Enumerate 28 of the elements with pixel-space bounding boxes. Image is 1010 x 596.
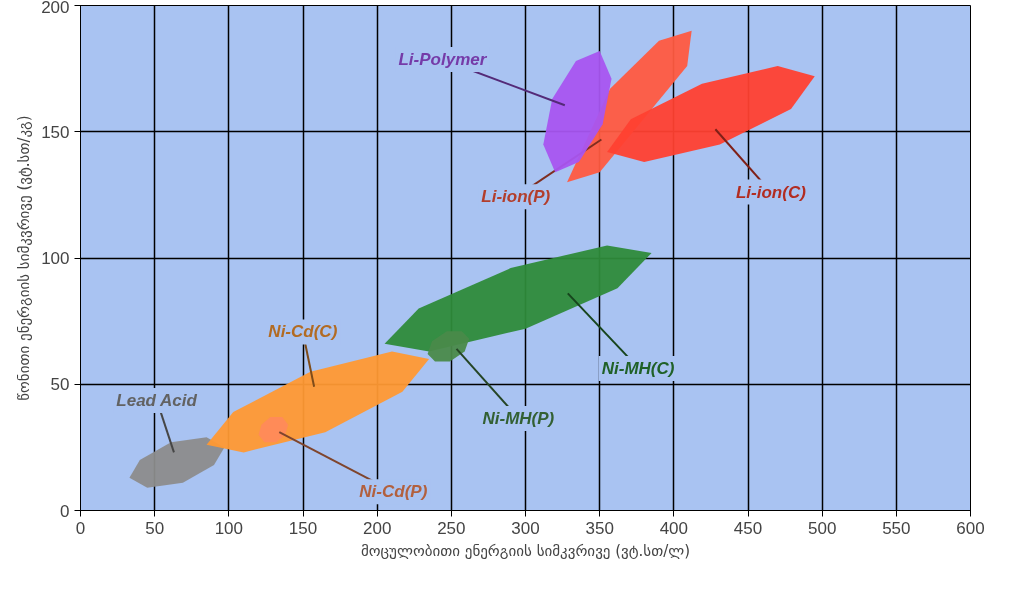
- x-tick-label: 0: [75, 518, 86, 538]
- x-tick-label: 600: [956, 518, 985, 538]
- text: Ni-MH(C): [601, 358, 675, 378]
- x-tick-label: 450: [733, 518, 763, 538]
- y-axis-title: წონითი ენერგიის სიმკვრივე (ვტ.სთ/კგ): [15, 115, 34, 401]
- x-tick-label: 200: [362, 518, 392, 538]
- x-tick-label: 300: [511, 518, 540, 538]
- x-tick-label: 350: [585, 518, 614, 538]
- x-tick-label: 150: [288, 518, 318, 538]
- text: Ni-MH(P): [482, 408, 555, 428]
- x-tick-label: 250: [437, 518, 466, 538]
- x-tick-label: 400: [659, 518, 689, 538]
- x-tick-label: 100: [214, 518, 244, 538]
- series-label: Ni-Cd(C): [268, 322, 338, 342]
- x-tick-label: 500: [807, 518, 837, 538]
- y-tick-label: 0: [60, 501, 70, 521]
- y-tick-label: 100: [41, 249, 70, 268]
- x-tick-label: 550: [882, 518, 911, 538]
- y-tick-label: 50: [50, 375, 70, 395]
- x-axis-title: მოცულობითი ენერგიის სიმკვრივე (ვტ.სთ/ლ): [360, 541, 691, 560]
- y-tick-label: 150: [41, 122, 70, 142]
- text: Ni-Cd(P): [359, 482, 428, 502]
- series-label: Lead Acid: [116, 391, 198, 411]
- series-label: Li-ion(P): [481, 187, 551, 207]
- text: Li-Polymer: [398, 50, 488, 70]
- x-tick-label: 50: [145, 518, 165, 538]
- text: Li-ion(C): [735, 182, 807, 202]
- y-tick-label: 200: [41, 0, 70, 17]
